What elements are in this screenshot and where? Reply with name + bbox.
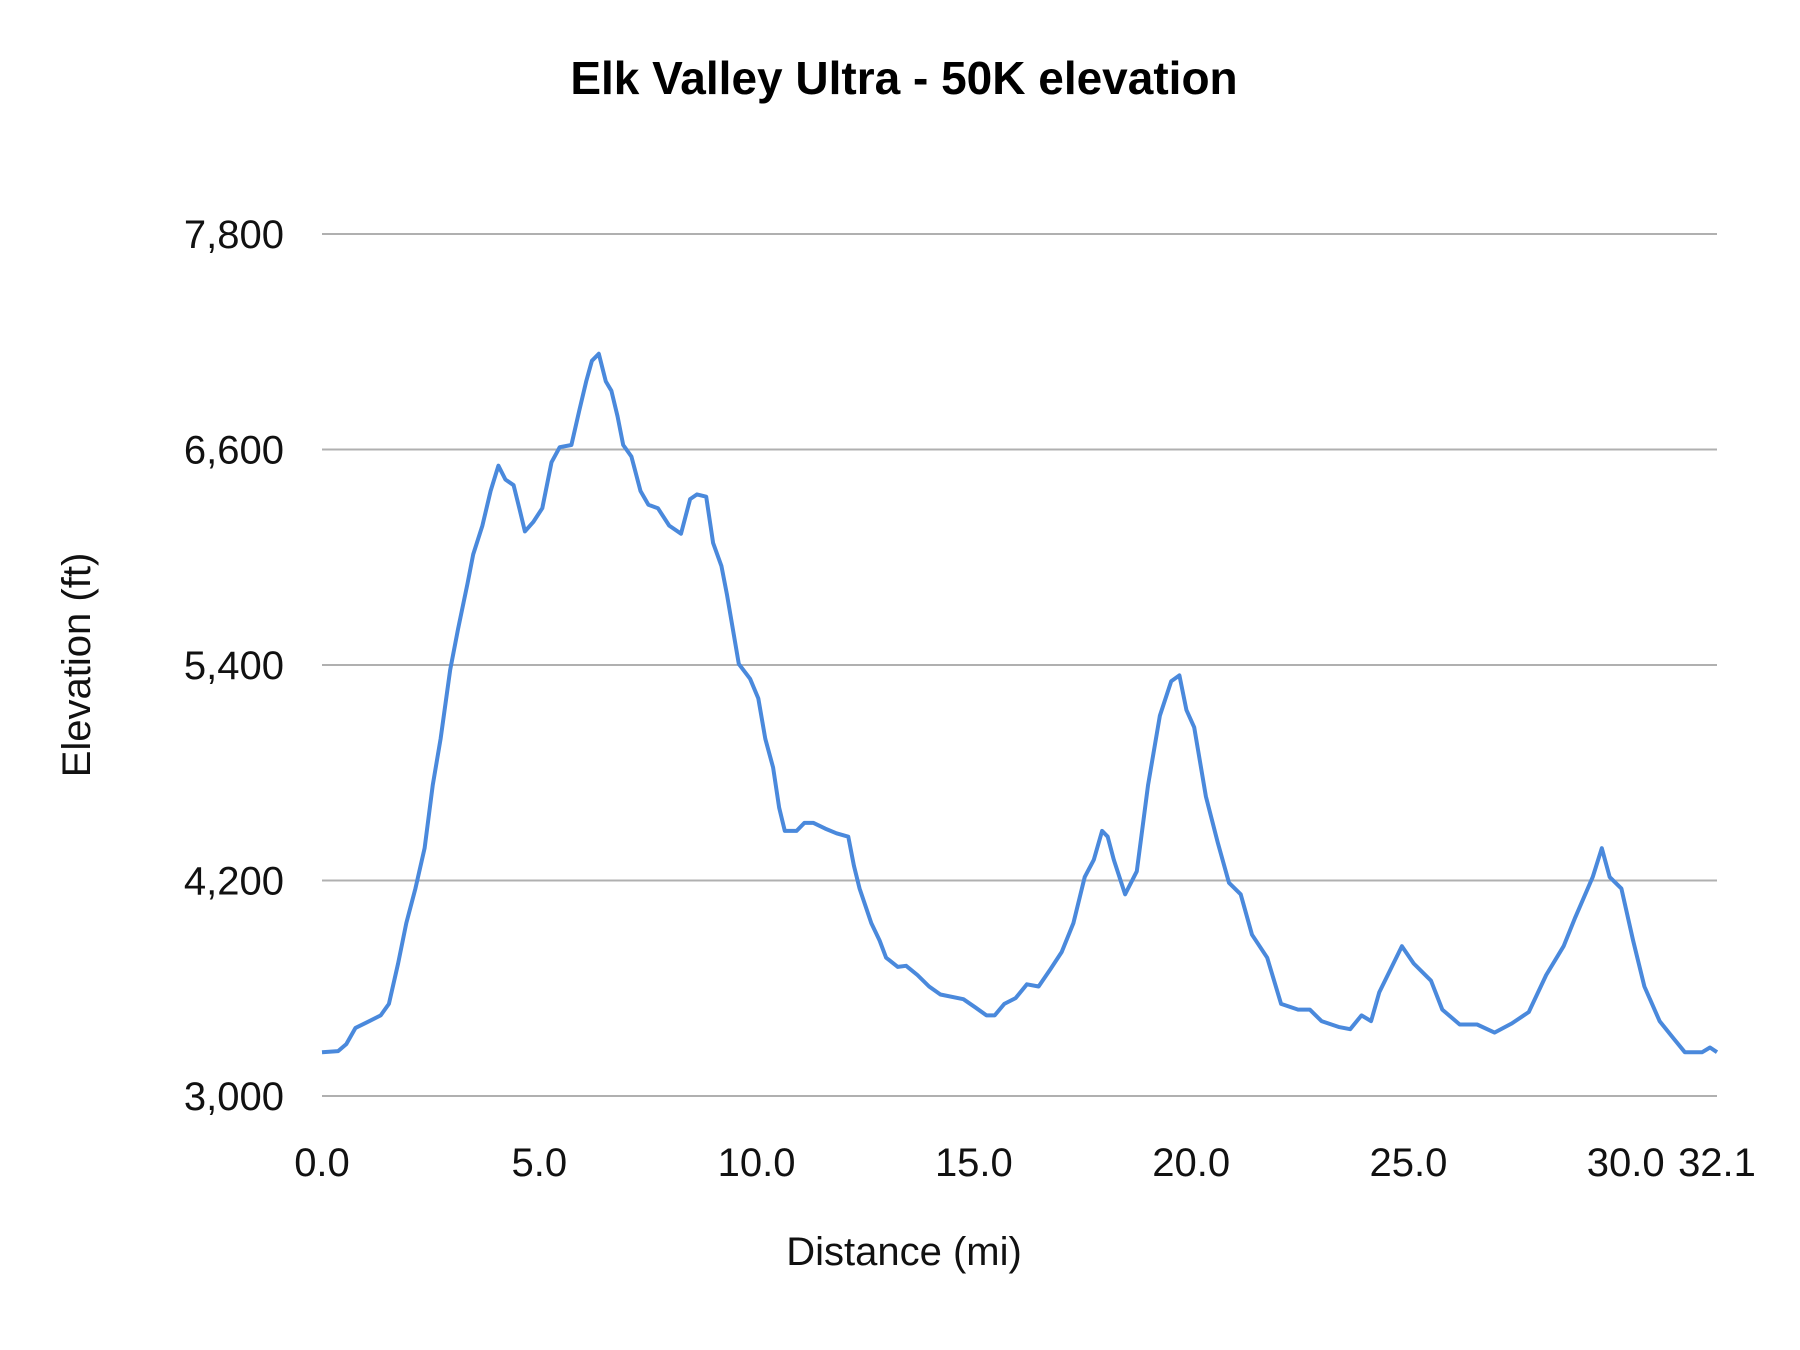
y-axis-ticks: 3,000 4,200 5,400 6,600 7,800 xyxy=(184,213,284,1119)
y-tick-label: 7,800 xyxy=(184,213,284,257)
chart-title: Elk Valley Ultra - 50K elevation xyxy=(570,52,1237,104)
y-tick-label: 4,200 xyxy=(184,860,284,904)
x-tick-label: 15.0 xyxy=(935,1141,1013,1185)
x-tick-label: 10.0 xyxy=(718,1141,796,1185)
x-tick-label: 20.0 xyxy=(1152,1141,1230,1185)
x-axis-ticks: 0.0 5.0 10.0 15.0 20.0 25.0 30.0 32.1 xyxy=(294,1141,1756,1185)
y-tick-label: 3,000 xyxy=(184,1075,284,1119)
x-tick-label: 25.0 xyxy=(1370,1141,1448,1185)
y-tick-label: 5,400 xyxy=(184,644,284,688)
y-tick-label: 6,600 xyxy=(184,429,284,473)
gridlines xyxy=(322,233,1717,1097)
x-axis-label: Distance (mi) xyxy=(786,1230,1022,1274)
y-axis-label: Elevation (ft) xyxy=(55,553,99,778)
x-tick-label: 0.0 xyxy=(294,1141,350,1185)
series-line-elevation xyxy=(321,351,1719,1055)
x-tick-label: 32.1 xyxy=(1678,1141,1756,1185)
x-tick-label: 30.0 xyxy=(1587,1141,1665,1185)
x-tick-label: 5.0 xyxy=(511,1141,567,1185)
